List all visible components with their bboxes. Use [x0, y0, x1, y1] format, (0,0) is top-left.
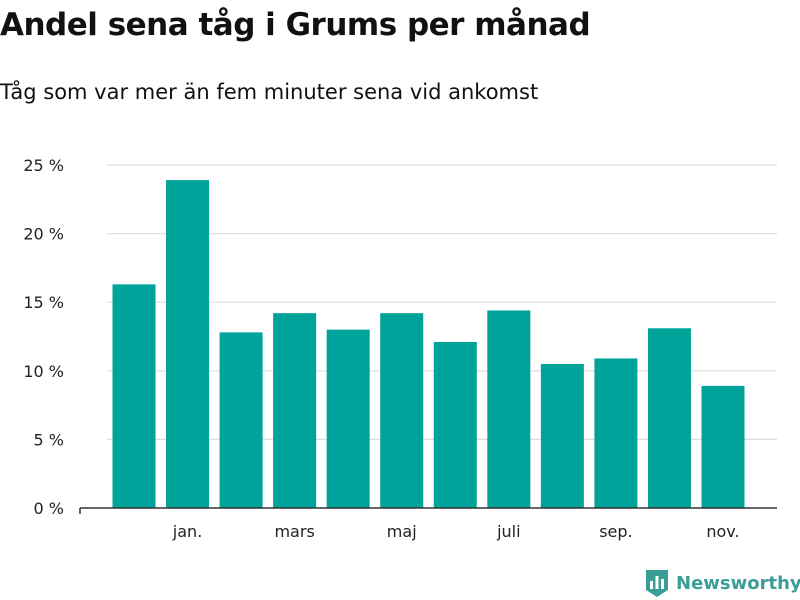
bar-jan [166, 180, 210, 509]
bars [112, 180, 745, 509]
y-tick-label: 10 % [23, 362, 64, 381]
bar-apr [326, 329, 370, 508]
brand-name: Newsworthy [676, 572, 800, 594]
x-axis [79, 507, 777, 514]
bar-dec [112, 284, 156, 508]
bar-aug [540, 363, 584, 508]
bar-okt [647, 328, 691, 508]
newsworthy-logo-icon [646, 570, 668, 597]
y-tick-label: 15 % [23, 293, 64, 312]
bar-nov [701, 385, 745, 508]
x-tick-label: maj [387, 522, 417, 541]
bar-juli [487, 310, 531, 508]
x-tick-label: jan. [172, 522, 202, 541]
y-tick-label: 0 % [34, 499, 64, 518]
y-tick-label: 20 % [23, 225, 64, 244]
y-tick-label: 5 % [34, 430, 64, 449]
bar-juni [433, 341, 477, 508]
x-axis-tick-labels: jan. mars maj juli sep. nov. [172, 522, 740, 541]
bar-sep [594, 358, 638, 508]
bar-mars [273, 313, 317, 508]
x-tick-label: sep. [599, 522, 632, 541]
bar-maj [380, 313, 424, 508]
chart-title: Andel sena tåg i Grums per månad [0, 7, 591, 43]
bar-feb [219, 332, 263, 508]
newsworthy-logo: Newsworthy [644, 568, 800, 598]
x-tick-label: nov. [706, 522, 739, 541]
y-tick-label: 25 % [23, 156, 64, 175]
x-tick-label: juli [496, 522, 520, 541]
x-tick-label: mars [274, 522, 314, 541]
chart-subtitle: Tåg som var mer än fem minuter sena vid … [0, 80, 539, 104]
y-axis-tick-labels: 0 % 5 % 10 % 15 % 20 % 25 % [23, 156, 64, 518]
bar-chart: 0 % 5 % 10 % 15 % 20 % 25 % jan. mars maj juli se… [23, 156, 777, 541]
